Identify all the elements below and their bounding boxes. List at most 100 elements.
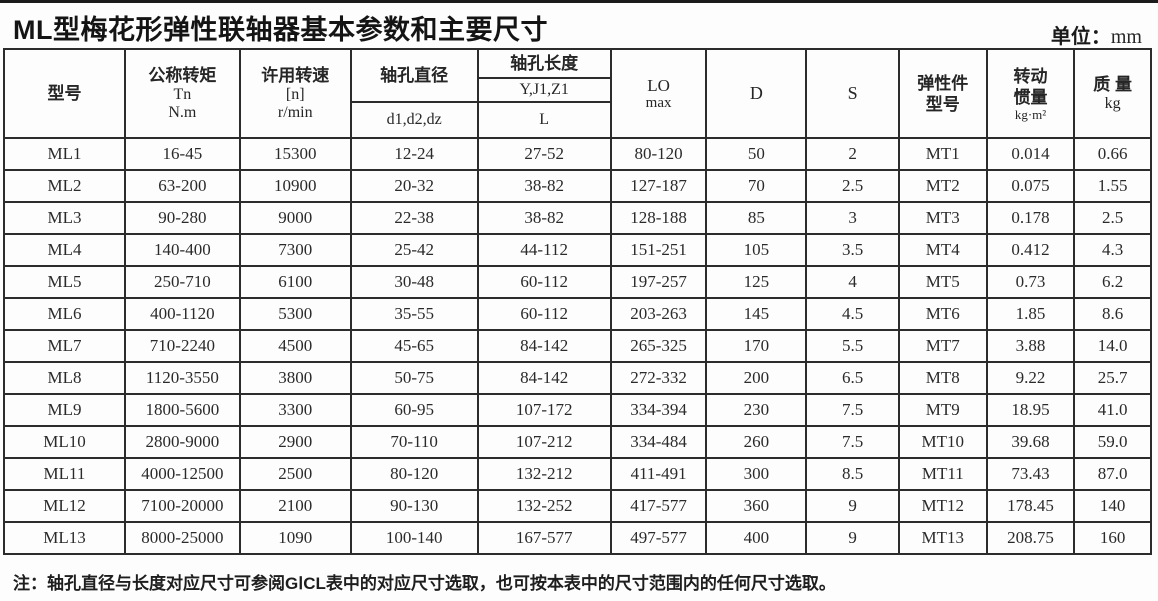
table-cell: 2: [805, 137, 900, 171]
table-cell: 2800-9000: [123, 425, 241, 459]
table-cell: MT6: [897, 297, 988, 331]
table-cell: 178.45: [985, 489, 1076, 523]
table-cell: 200: [705, 361, 808, 395]
bore-length-codes: Y,J1,Z1: [519, 81, 569, 98]
table-cell: 272-332: [609, 361, 708, 395]
torque-unit: N.m: [168, 104, 197, 121]
s-symbol: S: [847, 83, 858, 103]
inertia-label-line1: 转动: [1013, 67, 1048, 86]
table-cell: 84-142: [476, 329, 612, 363]
table-row: ML9 1800-5600 3300 60-95 107-172 334-394 230 7.…: [3, 393, 1152, 427]
table-cell: 70: [705, 169, 808, 203]
table-cell: 3300: [238, 393, 352, 427]
table-cell: 25.7: [1073, 361, 1152, 395]
table-cell: 107-212: [476, 425, 612, 459]
table-cell: 9: [805, 521, 900, 555]
col-header-speed: 许用转速 [n] r/min: [238, 48, 352, 139]
table-cell: MT1: [897, 137, 988, 171]
bore-diameter-symbols: d1,d2,dz: [386, 111, 442, 128]
bore-diameter-label-zh: 轴孔直径: [380, 66, 449, 85]
table-cell: ML3: [3, 201, 126, 235]
torque-label-zh: 公称转矩: [148, 66, 217, 85]
table-cell: 90-130: [349, 489, 479, 523]
table-cell: 39.68: [985, 425, 1076, 459]
table-cell: ML9: [3, 393, 126, 427]
table-cell: 16-45: [123, 137, 241, 171]
table-cell: 2900: [238, 425, 352, 459]
table-cell: 3: [805, 201, 900, 235]
table-cell: 151-251: [609, 233, 708, 267]
table-cell: 45-65: [349, 329, 479, 363]
table-cell: 0.66: [1073, 137, 1152, 171]
table-cell: 38-82: [476, 201, 612, 235]
table-cell: 3.5: [805, 233, 900, 267]
table-cell: 0.412: [985, 233, 1076, 267]
table-cell: 8.6: [1073, 297, 1152, 331]
table-cell: 107-172: [476, 393, 612, 427]
table-cell: 4500: [238, 329, 352, 363]
table-cell: 30-48: [349, 265, 479, 299]
unit-value: mm: [1110, 26, 1142, 48]
table-cell: 400-1120: [123, 297, 241, 331]
table-cell: ML8: [3, 361, 126, 395]
table-cell: 9: [805, 489, 900, 523]
table-cell: 60-112: [476, 265, 612, 299]
table-cell: 84-142: [476, 361, 612, 395]
table-cell: 710-2240: [123, 329, 241, 363]
table-row: ML7 710-2240 4500 45-65 84-142 265-325 170 5.5 M…: [3, 329, 1152, 363]
table-cell: 2.5: [805, 169, 900, 203]
col-header-model: 型号: [3, 48, 126, 139]
table-cell: 6100: [238, 265, 352, 299]
table-cell: MT7: [897, 329, 988, 363]
col-header-torque: 公称转矩 Tn N.m: [123, 48, 241, 139]
table-cell: 3800: [238, 361, 352, 395]
lo-max-label: max: [645, 94, 672, 111]
table-cell: 334-484: [609, 425, 708, 459]
table-cell: 27-52: [476, 137, 612, 171]
col-header-bore-length-l: L: [476, 101, 612, 139]
table-cell: 35-55: [349, 297, 479, 331]
table-cell: 7.5: [805, 393, 900, 427]
table-cell: 41.0: [1073, 393, 1152, 427]
col-header-mass: 质 量 kg: [1073, 48, 1152, 139]
table-cell: 260: [705, 425, 808, 459]
speed-label-zh: 许用转速: [261, 66, 330, 85]
page-title: ML型梅花形弹性联轴器基本参数和主要尺寸: [13, 15, 548, 45]
table-cell: 400: [705, 521, 808, 555]
table-cell: 7.5: [805, 425, 900, 459]
table-cell: 105: [705, 233, 808, 267]
table-cell: 15300: [238, 137, 352, 171]
footnote: 注：轴孔直径与长度对应尺寸可参阅GⅠCL表中的对应尺寸选取，也可按本表中的尺寸范…: [13, 569, 836, 594]
table-cell: 417-577: [609, 489, 708, 523]
table-cell: 18.95: [985, 393, 1076, 427]
table-cell: 50: [705, 137, 808, 171]
table-row: ML10 2800-9000 2900 70-110 107-212 334-484 260…: [3, 425, 1152, 459]
header-row-2: Y,J1,Z1: [4, 77, 1151, 103]
table-cell: MT2: [897, 169, 988, 203]
table-row: ML3 90-280 9000 22-38 38-82 128-188 85 3 MT3 0.17…: [3, 201, 1152, 235]
header-row-1: 型号 公称转矩 Tn N.m 许用转速 [n] r/min 轴孔直径 轴孔长度 …: [3, 48, 1152, 139]
table-cell: 230: [705, 393, 808, 427]
table-cell: 2500: [238, 457, 352, 491]
table-row: ML8 1120-3550 3800 50-75 84-142 272-332 200 6.5…: [3, 361, 1152, 395]
table-cell: 5300: [238, 297, 352, 331]
table-cell: 411-491: [609, 457, 708, 491]
col-header-elastic-element: 弹性件 型号: [897, 48, 988, 139]
mass-unit: kg: [1104, 95, 1121, 112]
footnote-label: 注：: [13, 574, 47, 593]
table-cell: 132-252: [476, 489, 612, 523]
table-cell: 265-325: [609, 329, 708, 363]
table-cell: 22-38: [349, 201, 479, 235]
table-row: ML5 250-710 6100 30-48 60-112 197-257 125 4 MT5 0…: [3, 265, 1152, 299]
table-cell: ML2: [3, 169, 126, 203]
table-cell: MT3: [897, 201, 988, 235]
table-cell: 87.0: [1073, 457, 1152, 491]
speed-unit: r/min: [277, 104, 313, 121]
footnote-text: 轴孔直径与长度对应尺寸可参阅GⅠCL表中的对应尺寸选取，也可按本表中的尺寸范围内…: [47, 574, 836, 593]
table-cell: 60-112: [476, 297, 612, 331]
table-cell: 8.5: [805, 457, 900, 491]
table-cell: 8000-25000: [123, 521, 241, 555]
mass-label-zh: 质 量: [1093, 75, 1133, 94]
table-cell: 160: [1073, 521, 1152, 555]
table-cell: MT9: [897, 393, 988, 427]
